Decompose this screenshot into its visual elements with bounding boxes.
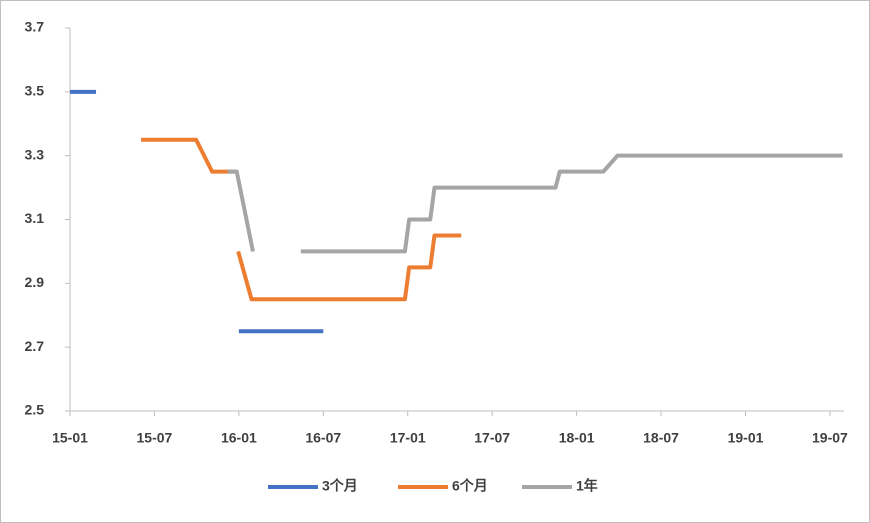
x-tick-label: 15-07 bbox=[137, 430, 173, 446]
x-tick-label: 19-07 bbox=[812, 430, 848, 446]
x-tick-label: 19-01 bbox=[728, 430, 764, 446]
series-line bbox=[141, 137, 462, 302]
legend-label: 1年 bbox=[576, 478, 598, 494]
x-tick-label: 16-01 bbox=[221, 430, 257, 446]
legend-label: 6个月 bbox=[452, 478, 488, 494]
x-tick-label: 17-01 bbox=[390, 430, 426, 446]
y-tick-label: 3.5 bbox=[25, 83, 45, 99]
x-tick-label: 16-07 bbox=[305, 430, 341, 446]
x-tick-label: 18-01 bbox=[559, 430, 595, 446]
y-tick-label: 2.5 bbox=[25, 402, 45, 418]
series-line bbox=[227, 153, 843, 254]
y-tick-label: 3.7 bbox=[25, 19, 45, 35]
x-tick-label: 15-01 bbox=[52, 430, 88, 446]
y-tick-label: 2.9 bbox=[25, 274, 45, 290]
legend-label: 3个月 bbox=[322, 478, 358, 494]
y-tick-label: 3.1 bbox=[25, 210, 45, 226]
x-tick-label: 17-07 bbox=[474, 430, 510, 446]
y-tick-label: 3.3 bbox=[25, 146, 45, 162]
y-tick-label: 2.7 bbox=[25, 338, 45, 354]
x-tick-label: 18-07 bbox=[643, 430, 679, 446]
series-line bbox=[70, 89, 324, 334]
